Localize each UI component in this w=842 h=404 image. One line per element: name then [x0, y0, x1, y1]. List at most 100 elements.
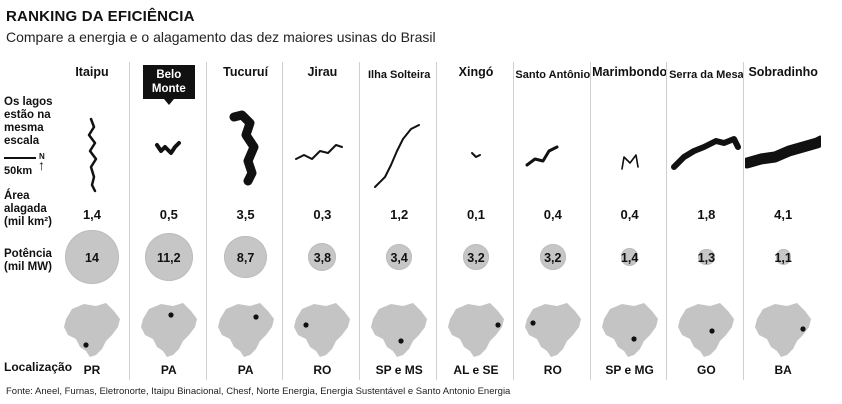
brazil-map-icon — [371, 303, 428, 357]
brazil-map-icon — [755, 303, 812, 357]
plant-column: Marimbondo 0,4 1,4 SP e MG — [592, 55, 668, 380]
plant-name: Serra da Mesa — [669, 69, 744, 81]
column-separator — [512, 62, 514, 380]
plant-column: Santo Antônio 0,4 3,2 RO — [515, 55, 591, 380]
power-value: 3,8 — [313, 251, 332, 265]
power-circle — [65, 230, 119, 284]
location-dot — [530, 320, 536, 326]
area-value: 0,5 — [159, 207, 178, 222]
brazil-map-icon — [678, 303, 735, 357]
plant-column: Belo Monte 0,5 11,2 PA — [131, 55, 207, 380]
location-label: GO — [697, 363, 716, 377]
location-label: RO — [313, 363, 332, 377]
lake-shape — [525, 145, 559, 167]
location-dot — [398, 338, 404, 344]
plant-column: Itaipu 1,4 14 PR — [54, 55, 130, 380]
plant-name: Tucuruí — [223, 65, 269, 79]
lake-shape — [671, 136, 742, 170]
plant-column: Sobradinho 4,1 1,1 BA — [745, 55, 822, 380]
area-value: 0,1 — [466, 207, 486, 222]
plant-column: Serra da Mesa 1,8 1,3 GO — [668, 55, 744, 380]
lake-outline — [525, 145, 559, 167]
area-value: 3,5 — [236, 207, 255, 222]
lake-outline — [154, 141, 181, 155]
highlight-box — [142, 65, 195, 99]
brazil-outline — [217, 303, 274, 357]
lake-shape — [620, 154, 639, 170]
power-value: 1,3 — [697, 251, 716, 265]
power-value: 8,7 — [236, 251, 255, 265]
power-value: 14 — [85, 251, 99, 265]
brazil-outline — [524, 303, 581, 357]
location-label: PA — [160, 363, 177, 377]
lake-outline — [471, 152, 481, 158]
brazil-map-icon — [448, 303, 504, 357]
lakes-row-label: Os lagos estão na mesma escala — [4, 96, 53, 147]
power-circle — [775, 249, 791, 265]
area-value: 1,8 — [697, 207, 716, 222]
brazil-outline — [448, 303, 504, 357]
plant-name: Ilha Solteira — [368, 69, 431, 81]
brazil-outline — [140, 303, 197, 357]
lake-outline — [745, 135, 822, 169]
brazil-outline — [371, 303, 428, 357]
plant-column: Xingó 0,1 3,2 AL e SE — [438, 55, 514, 380]
north-arrow-icon: ↑ — [38, 157, 45, 173]
location-dot — [800, 326, 806, 332]
power-circle — [144, 232, 193, 282]
area-value: 0,3 — [313, 207, 332, 222]
power-row-label: Potência (mil MW) — [4, 248, 52, 273]
location-label: SP e MG — [605, 363, 654, 377]
plant-column: Jirau 0,3 3,8 RO — [284, 55, 360, 380]
scale-label: 50km — [4, 165, 33, 177]
lake-shape — [87, 117, 98, 193]
power-circle-wrap — [54, 229, 130, 289]
lake-shape — [471, 152, 481, 158]
power-circle-wrap — [131, 229, 207, 289]
brazil-outline — [755, 303, 812, 357]
power-value: 1,4 — [620, 251, 639, 265]
column-separator — [128, 62, 130, 380]
power-value: 3,2 — [544, 251, 562, 265]
power-circle-wrap — [284, 229, 360, 289]
power-circle-wrap — [438, 229, 514, 289]
location-label: PR — [83, 363, 101, 377]
plant-column: Tucuruí 3,5 8,7 PA — [208, 55, 284, 380]
location-dot — [83, 342, 89, 348]
location-dot — [168, 312, 174, 318]
plant-name: Itaipu — [75, 65, 109, 79]
location-label: BA — [774, 363, 792, 377]
location-label: RO — [543, 363, 562, 377]
highlight-pointer — [163, 99, 174, 105]
power-circle — [621, 248, 639, 266]
plant-name: Belo Monte — [151, 69, 186, 95]
power-circle — [224, 235, 267, 279]
column-separator — [743, 62, 745, 380]
column-separator — [436, 62, 437, 380]
plant-name: Jirau — [307, 65, 338, 79]
location-dot — [709, 328, 715, 334]
lake-outline — [671, 136, 742, 170]
lake-shape — [295, 144, 344, 160]
power-value: 3,2 — [467, 251, 485, 265]
north-label: N — [39, 152, 45, 161]
power-circle — [385, 243, 413, 271]
column-separator — [205, 62, 207, 380]
lake-outline — [374, 124, 421, 188]
brazil-outline — [678, 303, 735, 357]
power-circle-wrap — [515, 229, 591, 289]
lake-shape — [229, 110, 259, 186]
brazil-map-icon — [294, 303, 351, 357]
plant-name: Xingó — [458, 65, 494, 79]
power-value: 3,4 — [390, 251, 408, 265]
power-value: 1,1 — [774, 251, 792, 265]
column-separator — [666, 62, 668, 380]
lake-shape — [374, 124, 421, 188]
lake-outline — [295, 144, 344, 160]
location-row-label: Localização — [4, 360, 73, 374]
area-value: 0,4 — [620, 207, 639, 222]
brazil-map-icon — [64, 303, 120, 357]
power-circle — [539, 244, 566, 270]
brazil-map-icon — [217, 303, 274, 357]
lake-shape — [745, 135, 822, 169]
